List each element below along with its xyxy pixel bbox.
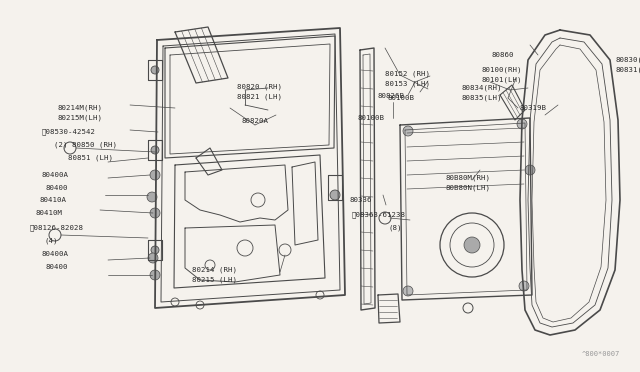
Text: 80215M(LH): 80215M(LH) (57, 115, 102, 121)
Text: 80215 (LH): 80215 (LH) (192, 277, 237, 283)
Text: 80B80M(RH): 80B80M(RH) (445, 175, 490, 181)
Text: 80336: 80336 (350, 197, 372, 203)
Text: ^800*0007: ^800*0007 (582, 351, 620, 357)
Circle shape (151, 246, 159, 254)
Circle shape (148, 253, 158, 263)
Text: 80100B: 80100B (388, 95, 415, 101)
Text: 80835(LH): 80835(LH) (462, 95, 502, 101)
Text: 80319B: 80319B (519, 105, 546, 111)
Text: 80410A: 80410A (40, 197, 67, 203)
Circle shape (151, 146, 159, 154)
Text: 80152 (RH): 80152 (RH) (385, 71, 430, 77)
Text: (2) 80850 (RH): (2) 80850 (RH) (54, 142, 117, 148)
Text: 80400A: 80400A (42, 251, 69, 257)
Circle shape (403, 286, 413, 296)
Circle shape (150, 170, 160, 180)
Circle shape (464, 237, 480, 253)
Circle shape (151, 66, 159, 74)
Text: 80851 (LH): 80851 (LH) (68, 155, 113, 161)
Circle shape (525, 165, 535, 175)
Circle shape (330, 190, 340, 200)
Text: 80B80N(LH): 80B80N(LH) (445, 185, 490, 191)
Text: (4): (4) (44, 238, 58, 244)
Circle shape (517, 119, 527, 129)
Text: 80101(LH): 80101(LH) (482, 77, 522, 83)
Text: Ⓝ08126-82028: Ⓝ08126-82028 (30, 225, 84, 231)
Text: 80400: 80400 (46, 264, 68, 270)
Text: 80100B: 80100B (358, 115, 385, 121)
Text: 80831(LH): 80831(LH) (616, 67, 640, 73)
Text: 80400: 80400 (46, 185, 68, 191)
Circle shape (519, 281, 529, 291)
Text: 80830(RH): 80830(RH) (616, 57, 640, 63)
Text: Ⓝ08363-61238: Ⓝ08363-61238 (352, 212, 406, 218)
Text: 80214M(RH): 80214M(RH) (57, 105, 102, 111)
Text: 80820A: 80820A (242, 118, 269, 124)
Text: 80821 (LH): 80821 (LH) (237, 94, 282, 100)
Circle shape (150, 270, 160, 280)
Text: 80100(RH): 80100(RH) (482, 67, 522, 73)
Circle shape (147, 192, 157, 202)
Text: 80826B: 80826B (378, 93, 405, 99)
Text: 80834(RH): 80834(RH) (462, 85, 502, 91)
Text: Ⓝ08530-42542: Ⓝ08530-42542 (42, 129, 96, 135)
Circle shape (403, 126, 413, 136)
Text: (8): (8) (388, 225, 401, 231)
Text: 80410M: 80410M (35, 210, 62, 216)
Text: 80214 (RH): 80214 (RH) (192, 267, 237, 273)
Text: 80153 (LH): 80153 (LH) (385, 81, 430, 87)
Circle shape (150, 208, 160, 218)
Text: 80400A: 80400A (42, 172, 69, 178)
Text: 80820 (RH): 80820 (RH) (237, 84, 282, 90)
Text: 80860: 80860 (492, 52, 515, 58)
